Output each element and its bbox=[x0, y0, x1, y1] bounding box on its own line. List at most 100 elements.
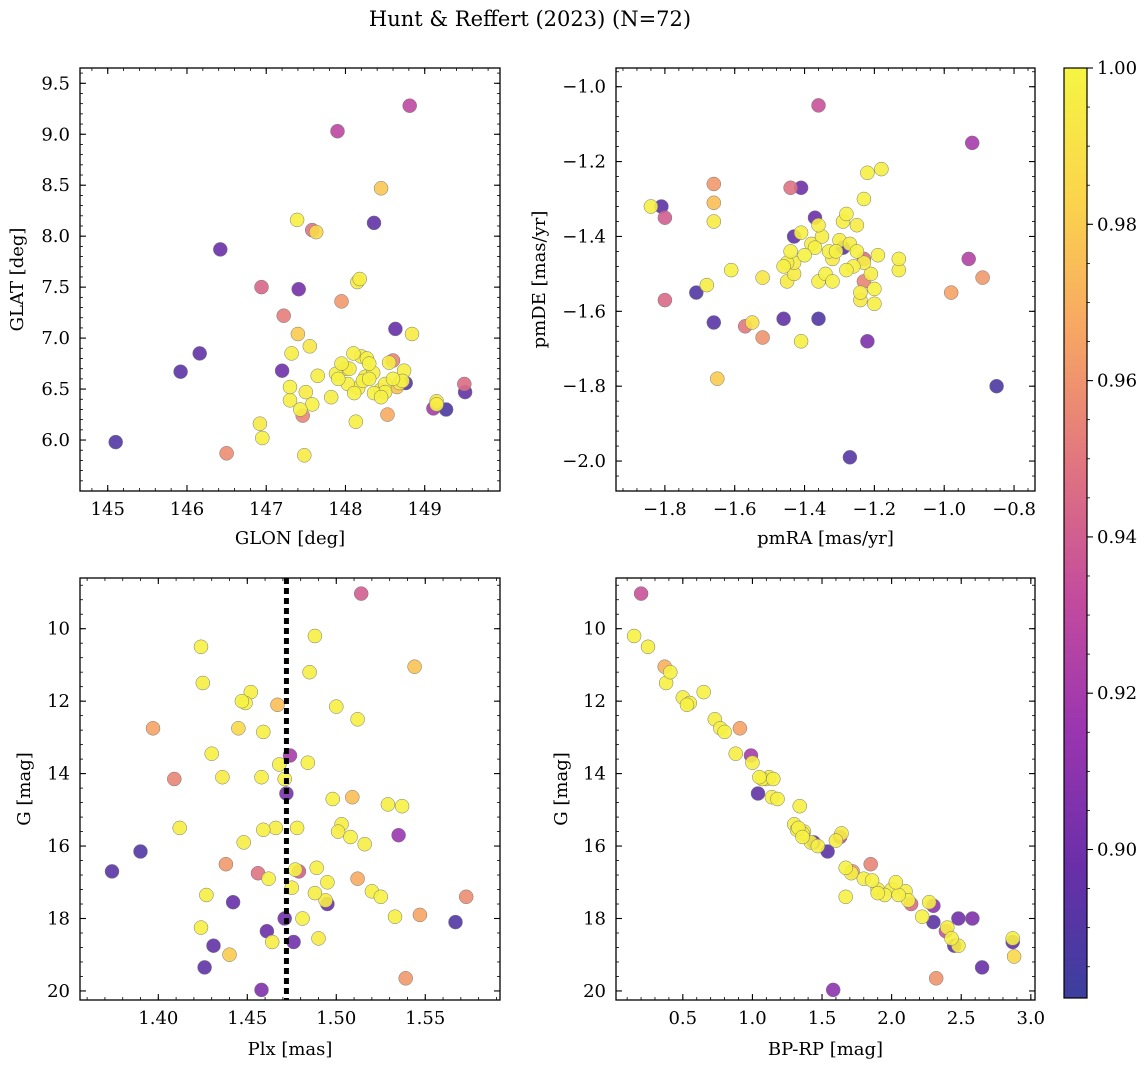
data-point bbox=[346, 385, 362, 401]
x-tick-label: 2.0 bbox=[877, 1008, 906, 1029]
data-point bbox=[943, 285, 959, 300]
x-tick-label: 3.0 bbox=[1017, 1008, 1046, 1029]
ticks-layer: 1.40 1.45 1.50 1.55 10 12 14 16 18 20 bbox=[47, 578, 500, 1029]
data-point bbox=[458, 889, 474, 905]
data-point bbox=[633, 586, 649, 601]
data-point bbox=[385, 371, 401, 387]
colorbar-ticks: 0.90 0.92 0.94 0.96 0.98 1.00 bbox=[1087, 58, 1137, 968]
data-point bbox=[783, 244, 798, 259]
data-point bbox=[863, 856, 878, 872]
data-point bbox=[752, 769, 767, 785]
data-point bbox=[213, 242, 228, 257]
data-point bbox=[750, 786, 766, 801]
data-point bbox=[811, 311, 826, 327]
colorbar-tick-label: 0.92 bbox=[1097, 683, 1137, 704]
data-point bbox=[849, 217, 865, 233]
data-point bbox=[204, 746, 219, 761]
data-point bbox=[860, 334, 875, 349]
x-axis-label: GLON [deg] bbox=[235, 528, 345, 549]
data-point bbox=[254, 769, 269, 785]
data-point bbox=[388, 321, 403, 337]
y-tick-label: 16 bbox=[47, 836, 70, 857]
data-point bbox=[357, 836, 372, 852]
data-point bbox=[706, 214, 722, 229]
data-point bbox=[663, 664, 678, 680]
data-point bbox=[268, 820, 284, 836]
data-point bbox=[792, 798, 807, 814]
y-tick-label: 20 bbox=[583, 981, 606, 1002]
data-point bbox=[838, 860, 853, 876]
data-point bbox=[640, 639, 656, 655]
data-point bbox=[755, 270, 770, 285]
data-point bbox=[293, 402, 308, 417]
data-point bbox=[964, 135, 980, 151]
data-point bbox=[828, 833, 844, 848]
data-point bbox=[104, 864, 120, 879]
data-point bbox=[870, 247, 886, 263]
data-point bbox=[793, 225, 809, 240]
data-point bbox=[197, 960, 212, 975]
data-point bbox=[373, 181, 389, 196]
data-point bbox=[657, 210, 673, 225]
y-tick-label: 18 bbox=[47, 908, 70, 929]
y-tick-label: 12 bbox=[47, 691, 70, 712]
data-point bbox=[264, 934, 280, 950]
data-point bbox=[657, 292, 673, 308]
data-point bbox=[272, 757, 287, 772]
y-tick-label: 9.0 bbox=[41, 124, 70, 145]
data-point bbox=[776, 259, 791, 274]
data-point bbox=[307, 628, 323, 644]
data-point bbox=[728, 746, 743, 761]
data-point bbox=[776, 311, 791, 327]
data-point bbox=[710, 371, 725, 386]
data-point bbox=[717, 724, 732, 740]
data-point bbox=[167, 771, 182, 787]
data-point bbox=[219, 446, 234, 461]
data-point bbox=[289, 212, 305, 228]
data-point bbox=[783, 180, 798, 196]
data-point bbox=[320, 875, 335, 890]
data-point bbox=[839, 262, 854, 278]
data-point bbox=[838, 889, 853, 905]
ticks-layer: 0.5 1.0 1.5 2.0 2.5 3.0 10 12 14 16 18 20 bbox=[583, 578, 1045, 1029]
data-point bbox=[811, 98, 826, 113]
x-tick-label: 1.0 bbox=[738, 1008, 767, 1029]
data-point bbox=[951, 911, 966, 926]
data-point bbox=[255, 430, 270, 446]
data-point bbox=[274, 363, 290, 378]
colorbar-tick-label: 1.00 bbox=[1097, 58, 1137, 79]
x-tick-label: −1.2 bbox=[853, 499, 897, 520]
data-point bbox=[291, 281, 306, 297]
data-point bbox=[172, 820, 187, 836]
data-point bbox=[350, 871, 365, 886]
data-point bbox=[309, 860, 324, 876]
data-point bbox=[261, 871, 276, 886]
data-point bbox=[699, 277, 715, 293]
x-tick-label: −1.0 bbox=[922, 499, 966, 520]
data-point bbox=[811, 217, 826, 233]
data-point bbox=[797, 247, 812, 263]
data-point bbox=[334, 356, 349, 371]
data-point bbox=[297, 448, 312, 463]
panel-bprp-g: 0.5 1.0 1.5 2.0 2.5 3.0 10 12 14 16 18 20 BP-RP [ma… bbox=[551, 577, 1045, 1060]
data-point bbox=[870, 885, 885, 901]
y-axis-label: pmDE [mas/yr] bbox=[529, 211, 550, 349]
y-tick-label: 6.5 bbox=[41, 379, 70, 400]
data-point bbox=[888, 875, 904, 890]
data-point bbox=[302, 664, 317, 680]
data-point bbox=[133, 844, 148, 859]
x-tick-label: 147 bbox=[249, 499, 283, 520]
data-point bbox=[353, 586, 369, 601]
data-point bbox=[849, 244, 865, 259]
x-tick-label: −0.8 bbox=[992, 499, 1036, 520]
data-point bbox=[974, 960, 990, 975]
x-tick-label: 1.40 bbox=[138, 1008, 178, 1029]
data-point bbox=[1005, 931, 1020, 946]
data-point bbox=[412, 907, 428, 923]
data-point bbox=[448, 914, 463, 930]
y-tick-label: 7.5 bbox=[41, 277, 70, 298]
data-point bbox=[928, 971, 944, 986]
y-tick-label: 10 bbox=[47, 619, 70, 640]
data-point bbox=[860, 165, 875, 181]
